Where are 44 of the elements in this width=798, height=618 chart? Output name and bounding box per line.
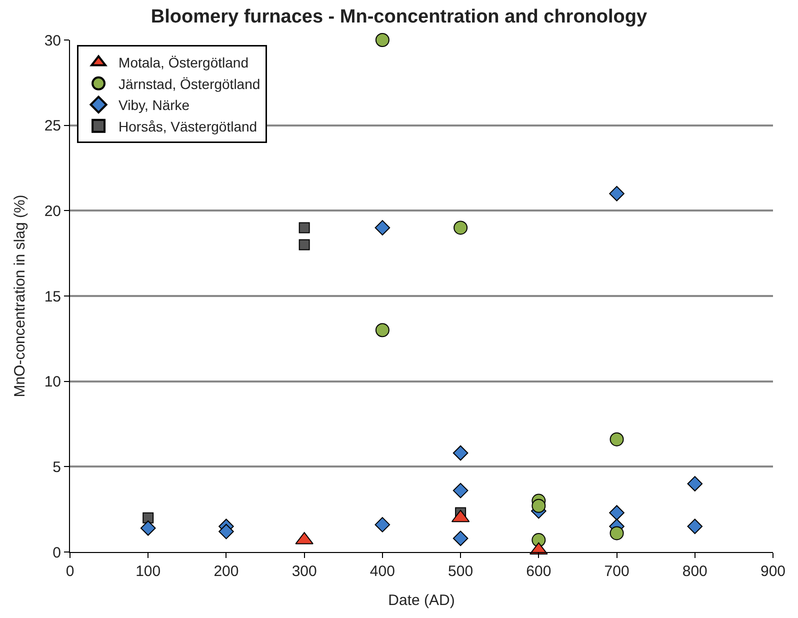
x-tick-label: 400 xyxy=(370,563,395,580)
y-tick-label: 0 xyxy=(52,544,61,562)
point xyxy=(610,526,624,540)
point xyxy=(140,520,156,536)
point xyxy=(687,518,703,534)
y-tick-label: 5 xyxy=(52,458,61,476)
chart-title: Bloomery furnaces - Mn-concentration and chronology xyxy=(150,6,648,28)
y-tick-label: 15 xyxy=(44,288,61,306)
x-tick-label: 600 xyxy=(526,563,552,580)
x-tick-label: 0 xyxy=(66,563,74,580)
x-tick-label: 300 xyxy=(292,563,317,580)
x-tick-label: 700 xyxy=(604,563,630,580)
legend-label: Järnstad, Östergötland xyxy=(118,76,260,92)
x-tick-label: 900 xyxy=(760,563,786,580)
point xyxy=(609,505,624,520)
point xyxy=(687,476,703,492)
x-tick-label: 200 xyxy=(214,563,239,580)
point xyxy=(452,530,468,546)
y-tick-label: 20 xyxy=(44,202,61,220)
point xyxy=(454,220,468,235)
point xyxy=(375,33,390,47)
point xyxy=(298,222,310,234)
x-tick-label: 100 xyxy=(136,563,161,580)
y-tick-label: 30 xyxy=(44,32,61,50)
point xyxy=(298,239,310,250)
legend-label: Viby, Närke xyxy=(118,97,190,114)
point xyxy=(218,524,234,540)
point xyxy=(142,512,154,524)
y-tick-label: 25 xyxy=(44,118,61,135)
point xyxy=(374,517,390,532)
x-tick-label: 500 xyxy=(448,563,474,580)
x-axis-title: Date (AD) xyxy=(388,592,455,609)
legend-label: Motala, Östergötland xyxy=(118,54,248,71)
x-tick-label: 800 xyxy=(682,563,708,580)
legend-label: Horsås, Västergötland xyxy=(118,118,258,134)
point xyxy=(375,323,390,338)
point xyxy=(610,432,624,446)
point xyxy=(374,220,390,236)
point xyxy=(452,445,468,461)
point xyxy=(452,482,468,498)
point xyxy=(609,186,624,202)
y-tick-label: 10 xyxy=(44,374,61,391)
point xyxy=(532,498,546,513)
y-axis-title: MnO-concentration in slag (%) xyxy=(12,194,29,398)
